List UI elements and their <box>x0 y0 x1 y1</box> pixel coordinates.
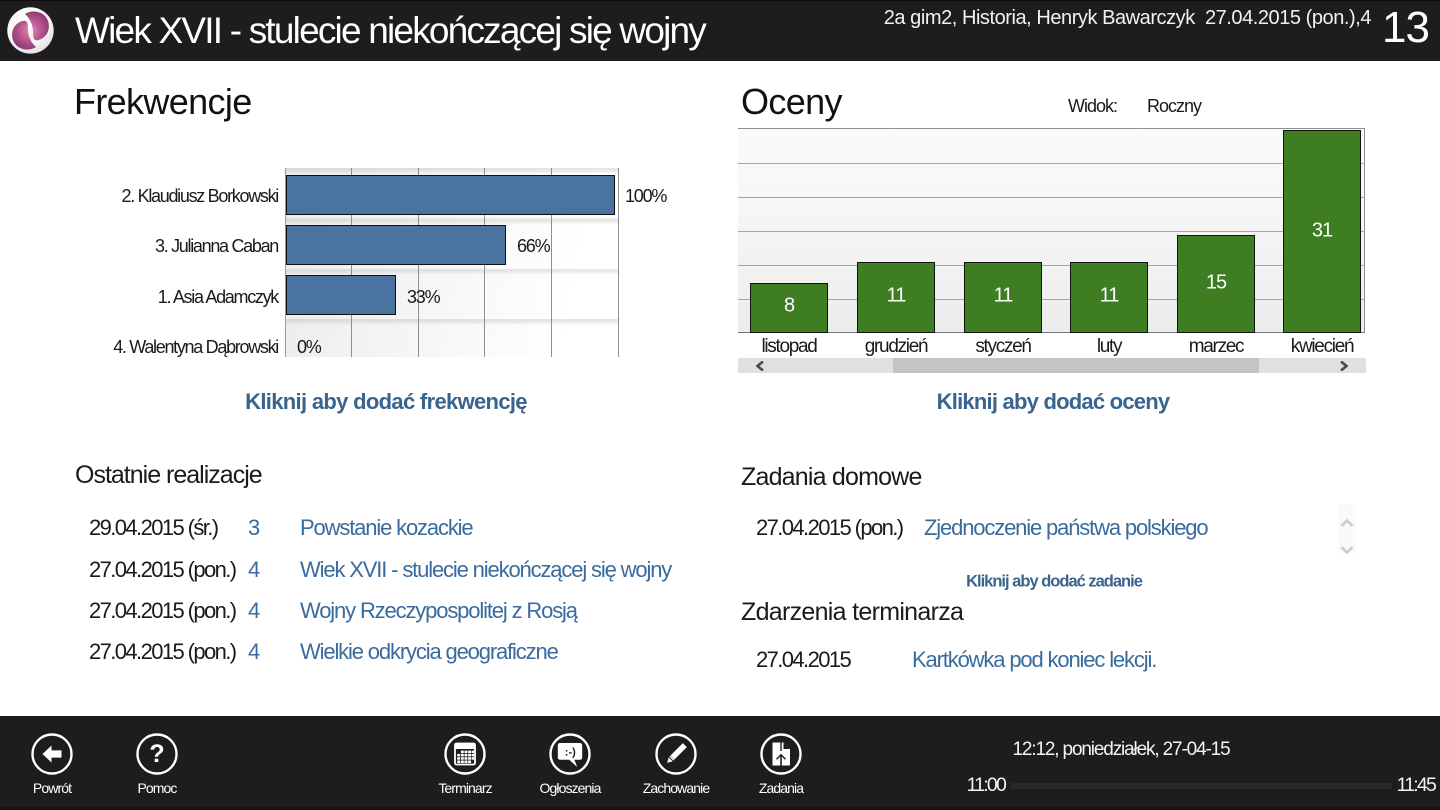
svg-text:?: ? <box>149 740 164 768</box>
svg-text::-): :-) <box>565 747 576 759</box>
